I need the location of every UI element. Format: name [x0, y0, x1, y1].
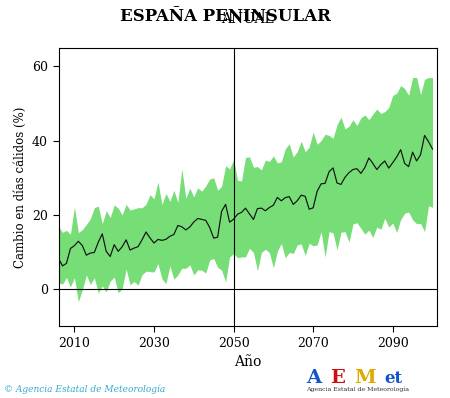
- Text: ESPAÑA PENINSULAR: ESPAÑA PENINSULAR: [120, 8, 330, 25]
- Text: Agencia Estatal de Meteorología: Agencia Estatal de Meteorología: [306, 386, 409, 392]
- Text: © Agencia Estatal de Meteorología: © Agencia Estatal de Meteorología: [4, 384, 166, 394]
- Text: et: et: [384, 370, 402, 386]
- Title: ANUAL: ANUAL: [221, 12, 274, 26]
- Text: A: A: [306, 369, 321, 387]
- Text: M: M: [355, 369, 376, 387]
- Y-axis label: Cambio en días cálidos (%): Cambio en días cálidos (%): [14, 106, 27, 268]
- X-axis label: Año: Año: [234, 355, 261, 369]
- Text: E: E: [330, 369, 345, 387]
